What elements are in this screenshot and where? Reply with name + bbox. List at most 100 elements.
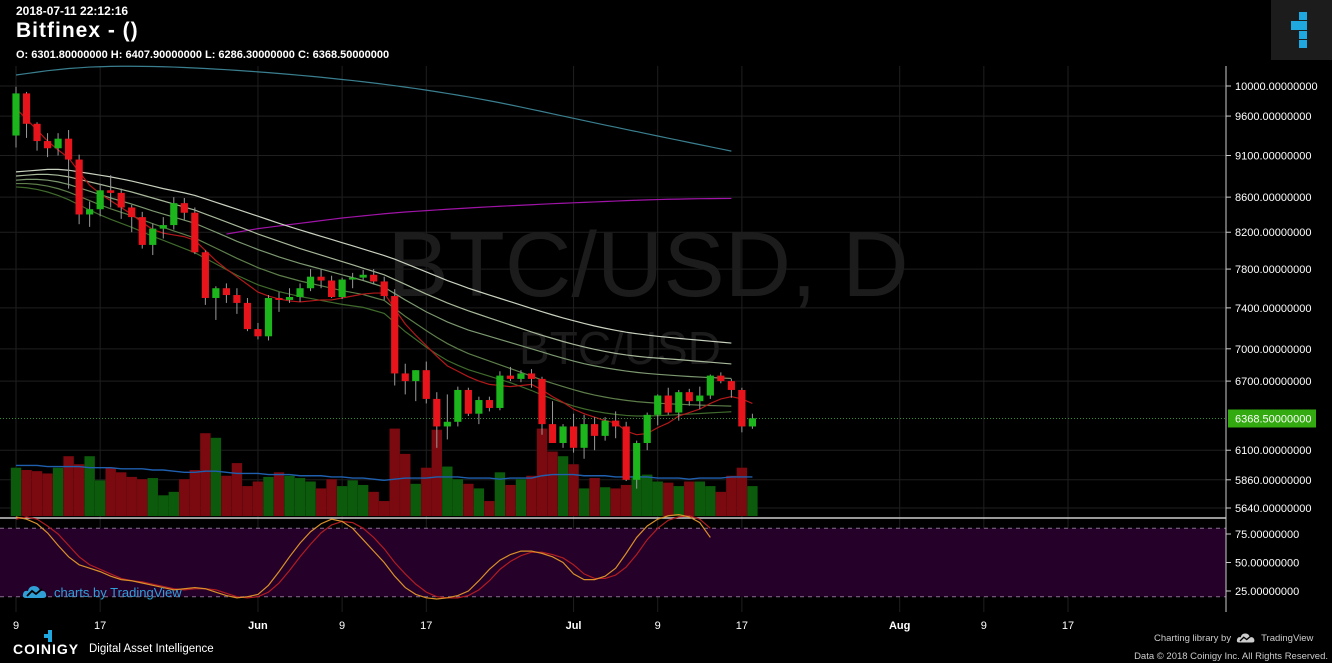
- volume-bar: [599, 487, 611, 516]
- price-axis-label: 6368.50000000: [1235, 413, 1311, 425]
- chart-grid: [0, 66, 1226, 612]
- candle: [433, 392, 441, 448]
- volume-bar: [589, 478, 600, 516]
- tradingview-small-cloud-icon: [1236, 633, 1255, 643]
- volume-bar: [463, 483, 474, 516]
- volume-bar: [663, 482, 674, 516]
- coinigy-small-mark-icon: [44, 630, 52, 642]
- candle: [675, 389, 683, 421]
- time-axis-label: 9: [13, 620, 19, 632]
- ma-line-1: [226, 197, 732, 235]
- tradingview-cloud-icon: [22, 586, 47, 598]
- volume-bar: [705, 486, 716, 516]
- price-axis-label: 7000.00000000: [1235, 344, 1311, 356]
- volume-bar: [252, 481, 264, 516]
- candle: [170, 197, 178, 230]
- volume-bar: [284, 475, 295, 516]
- candle: [75, 154, 83, 225]
- candle: [254, 322, 262, 340]
- volume-bar: [421, 467, 432, 516]
- volume-bar: [473, 488, 485, 516]
- candle: [117, 188, 125, 219]
- volume-bar: [389, 428, 400, 516]
- time-axis-label: 17: [736, 620, 748, 632]
- price-axis-label: 8200.00000000: [1235, 227, 1311, 239]
- candle: [149, 223, 157, 256]
- volume-bar: [73, 464, 85, 516]
- candle: [328, 275, 336, 298]
- volume-bar: [652, 481, 663, 516]
- volume-bar: [210, 437, 222, 516]
- volume-bar: [431, 429, 442, 516]
- candle: [33, 122, 41, 151]
- volume-bar: [21, 470, 32, 516]
- volume-bar: [94, 480, 106, 516]
- coinigy-logo-button[interactable]: [1271, 0, 1332, 60]
- ma-line-2: [15, 168, 732, 344]
- price-axis-label: 5640.00000000: [1235, 503, 1311, 515]
- time-axis[interactable]: 9 17 Jun 9 17 Jul 9 17 Aug 9 17: [13, 620, 1074, 632]
- price-axis-label: 9600.00000000: [1235, 111, 1311, 123]
- stochastic-oscillator: [0, 514, 1226, 600]
- volume-bar: [494, 472, 506, 516]
- time-axis-label: 9: [981, 620, 987, 632]
- price-axis-label: 9100.00000000: [1235, 150, 1311, 162]
- candle: [612, 411, 620, 439]
- candle: [264, 295, 273, 341]
- candle: [422, 361, 430, 404]
- ohlc-readout: O: 6301.80000000 H: 6407.90000000 L: 628…: [16, 49, 390, 61]
- time-axis-label: 9: [339, 620, 345, 632]
- volume-bar: [294, 478, 306, 516]
- volume-bar: [400, 453, 411, 516]
- volume-bar: [126, 476, 137, 516]
- volume-bar: [578, 488, 590, 516]
- volume-bar: [200, 433, 211, 516]
- stoch-axis-label: 50.00000000: [1235, 558, 1299, 570]
- candle: [296, 283, 304, 302]
- volume-bar: [189, 470, 201, 516]
- copyright-text: Data © 2018 Coinigy Inc. All Rights Rese…: [1134, 651, 1328, 662]
- candle: [285, 288, 294, 303]
- price-axis-label: 8600.00000000: [1235, 192, 1311, 204]
- volume-bar: [263, 476, 274, 516]
- candle: [317, 269, 325, 289]
- candle: [359, 270, 367, 281]
- candle: [86, 201, 94, 227]
- volume-bar: [368, 491, 379, 516]
- candlesticks: [12, 86, 756, 489]
- candle: [643, 412, 651, 451]
- candle: [506, 366, 515, 382]
- symbol-watermark: BTC/USD, D BTC/USD: [387, 214, 908, 374]
- candle: [65, 130, 73, 189]
- stoch-axis-label: 25.00000000: [1235, 586, 1299, 598]
- volume-bar: [536, 428, 548, 516]
- candle: [338, 277, 346, 299]
- tradingview-watermark-text: charts by TradingView: [54, 584, 182, 600]
- candle: [738, 387, 746, 433]
- tradingview-watermark[interactable]: charts by TradingView: [22, 584, 182, 600]
- candle: [138, 211, 146, 249]
- volume-bar: [242, 486, 253, 516]
- candle: [349, 272, 357, 289]
- candle: [748, 413, 756, 429]
- stochastic-axis[interactable]: 75.00000000 50.00000000 25.00000000: [1226, 529, 1299, 598]
- volume-bar: [221, 475, 232, 516]
- volume-bar: [747, 486, 758, 516]
- coinigy-mark-icon: [1291, 12, 1307, 48]
- volume-bar: [305, 481, 316, 516]
- charting-library-credit[interactable]: Charting library by TradingView: [1154, 632, 1313, 644]
- candle: [233, 288, 241, 314]
- tradingview-name: TradingView: [1261, 632, 1314, 644]
- volume-bar: [515, 479, 527, 516]
- candle: [517, 370, 525, 383]
- current-price-tag: [1228, 409, 1316, 428]
- ma-line-6: [15, 186, 732, 417]
- volume-bar: [84, 456, 95, 516]
- price-axis[interactable]: 10000.00000000 9600.00000000 9100.00000000…: [1226, 81, 1318, 515]
- volume-bar: [684, 481, 695, 516]
- volume-ma-path: [16, 464, 753, 482]
- candle: [696, 386, 704, 410]
- candle: [527, 369, 536, 388]
- volume-bar: [31, 471, 43, 516]
